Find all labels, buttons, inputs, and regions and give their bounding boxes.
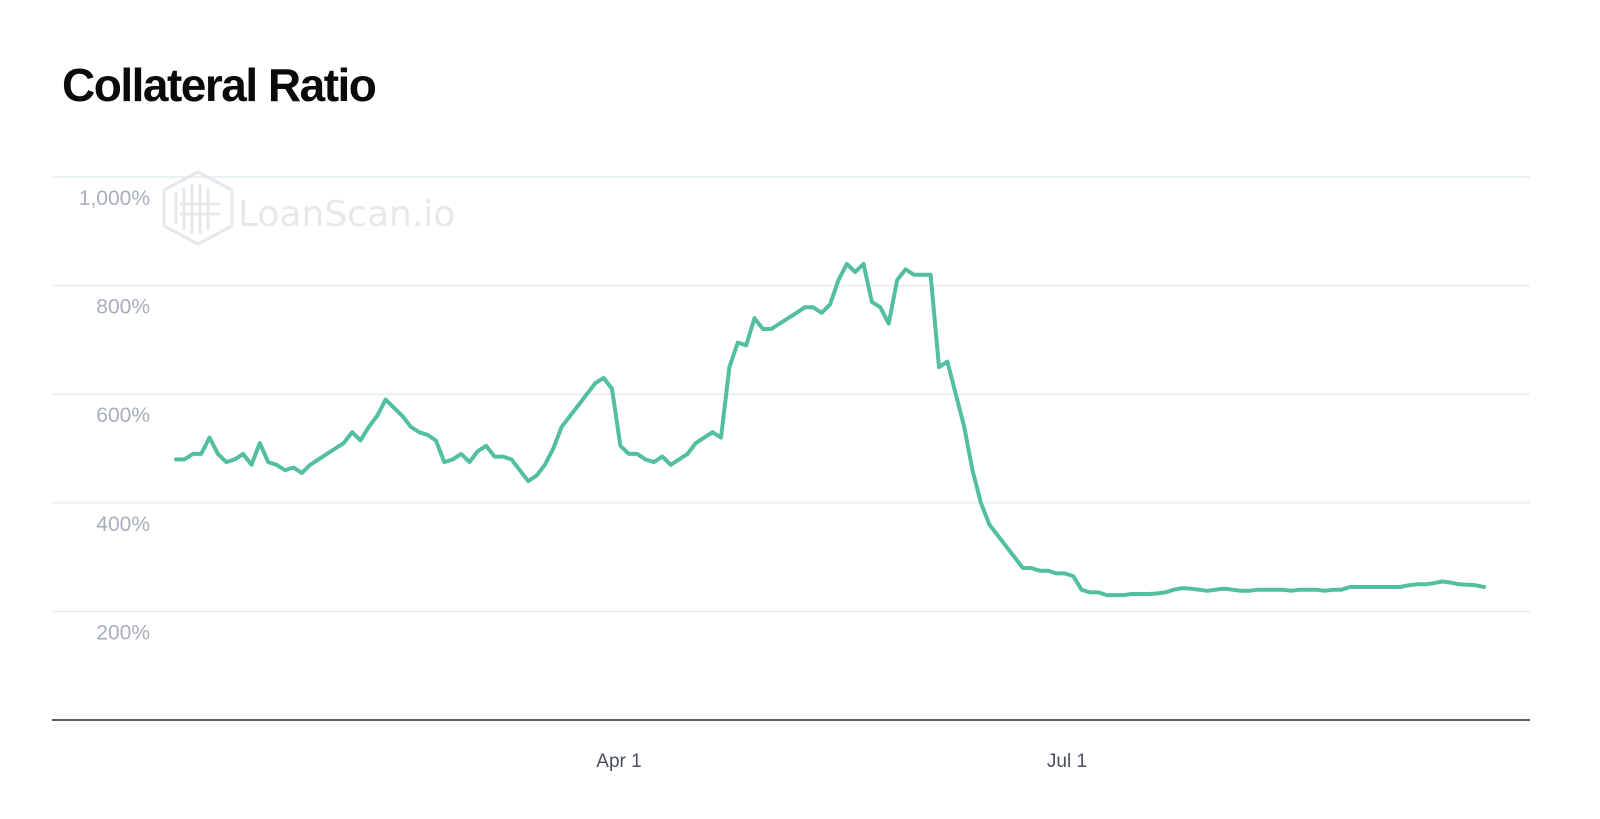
y-tick-label: 800%: [96, 296, 150, 319]
series-line: [174, 261, 1486, 598]
y-tick-label: 400%: [96, 513, 150, 536]
watermark: LoanScan.io: [162, 170, 455, 246]
x-axis-ticks: Apr 1 Jul 1: [596, 751, 1087, 772]
y-axis-ticks: 1,000% 800% 600% 400% 200%: [79, 187, 150, 644]
x-tick-label: Jul 1: [1047, 751, 1087, 772]
y-tick-label: 200%: [96, 621, 150, 644]
y-tick-label: 600%: [96, 404, 150, 427]
loanscan-logo-icon: [162, 170, 234, 246]
y-tick-label: 1,000%: [79, 187, 150, 210]
page-title: Collateral Ratio: [62, 59, 377, 111]
x-tick-label: Apr 1: [596, 751, 641, 772]
watermark-text: LoanScan.io: [238, 194, 455, 235]
grid-lines: [52, 176, 1530, 613]
